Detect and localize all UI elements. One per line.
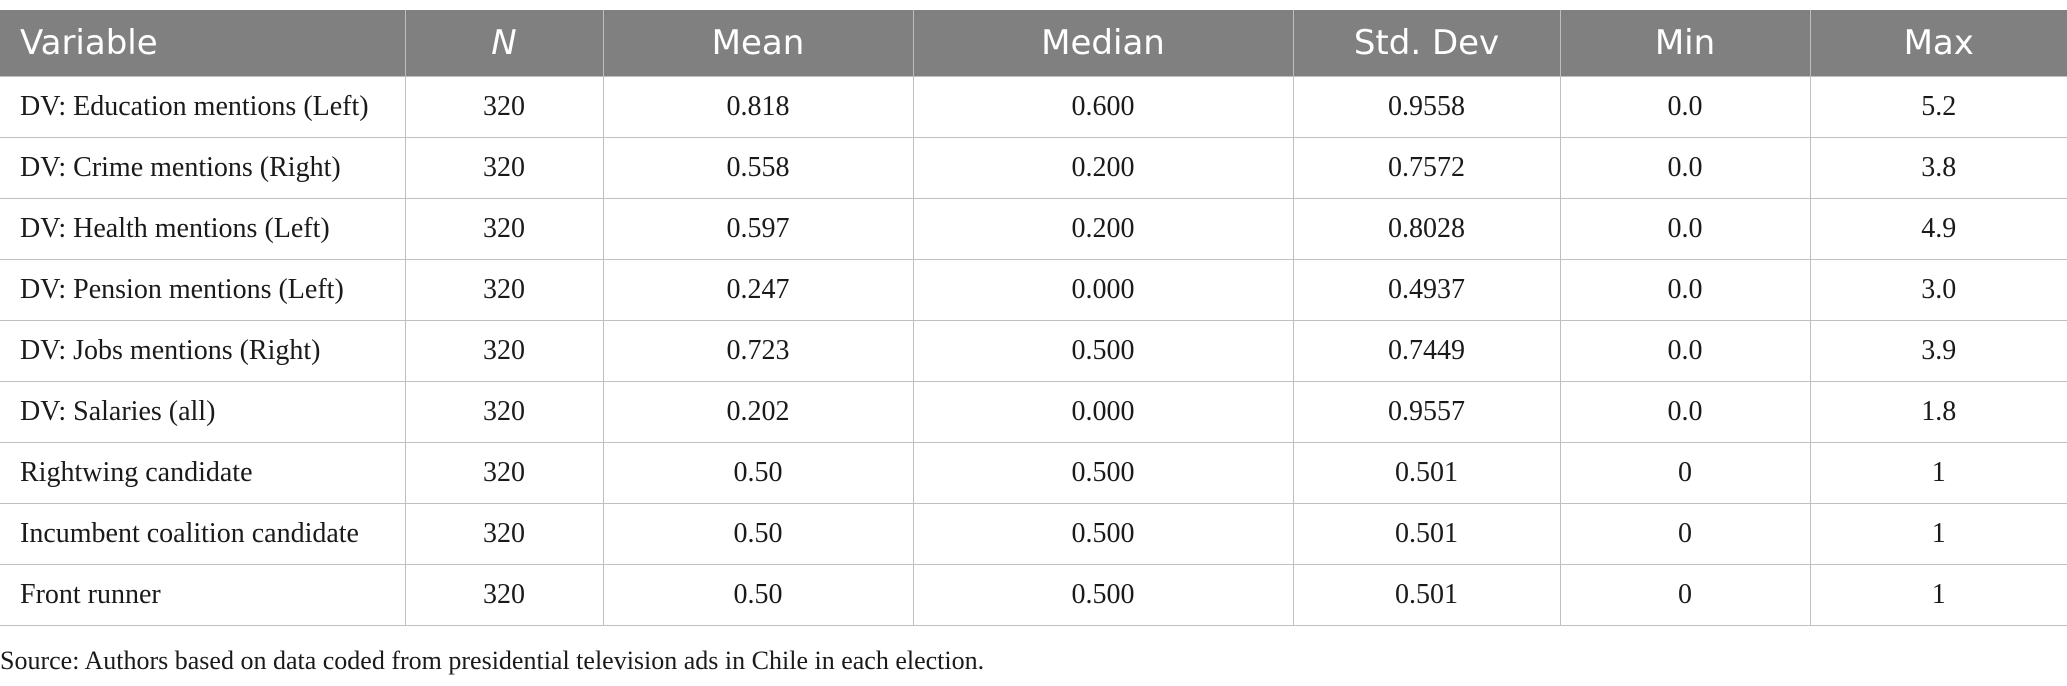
cell-min: 0.0 [1559, 137, 1811, 199]
cell-std-dev: 0.7572 [1292, 137, 1561, 199]
table-row: Incumbent coalition candidate 320 0.50 0.50… [0, 503, 2067, 565]
descriptive-stats-table: Variable N Mean Median Std. Dev Min Max … [0, 10, 2067, 626]
cell-min: 0.0 [1559, 259, 1811, 321]
cell-min: 0 [1559, 442, 1811, 504]
cell-min: 0 [1559, 503, 1811, 565]
cell-mean: 0.50 [602, 564, 914, 626]
cell-max: 5.2 [1809, 76, 2067, 138]
cell-mean: 0.202 [602, 381, 914, 443]
cell-n: 320 [404, 259, 604, 321]
cell-max: 3.0 [1809, 259, 2067, 321]
cell-variable: DV: Jobs mentions (Right) [0, 320, 406, 382]
cell-n: 320 [404, 442, 604, 504]
cell-max: 1 [1809, 442, 2067, 504]
header-std-dev: Std. Dev [1293, 10, 1561, 77]
cell-variable: DV: Education mentions (Left) [0, 76, 406, 138]
cell-mean: 0.597 [602, 198, 914, 260]
cell-min: 0.0 [1559, 381, 1811, 443]
cell-n: 320 [404, 198, 604, 260]
source-note: Source: Authors based on data coded from… [0, 646, 985, 675]
cell-variable: DV: Crime mentions (Right) [0, 137, 406, 199]
table-row: DV: Salaries (all) 320 0.202 0.000 0.9557 0.0… [0, 381, 2067, 443]
cell-n: 320 [404, 320, 604, 382]
cell-std-dev: 0.501 [1292, 442, 1561, 504]
header-mean: Mean [603, 10, 914, 77]
cell-mean: 0.723 [602, 320, 914, 382]
cell-min: 0 [1559, 564, 1811, 626]
cell-std-dev: 0.8028 [1292, 198, 1561, 260]
cell-median: 0.200 [912, 198, 1294, 260]
cell-mean: 0.247 [602, 259, 914, 321]
cell-min: 0.0 [1559, 320, 1811, 382]
cell-variable: DV: Pension mentions (Left) [0, 259, 406, 321]
cell-std-dev: 0.501 [1292, 564, 1561, 626]
cell-variable: DV: Health mentions (Left) [0, 198, 406, 260]
header-variable: Variable [0, 10, 406, 77]
cell-n: 320 [404, 137, 604, 199]
cell-std-dev: 0.9557 [1292, 381, 1561, 443]
cell-n: 320 [404, 381, 604, 443]
cell-variable: Rightwing candidate [0, 442, 406, 504]
table-row: Rightwing candidate 320 0.50 0.500 0.501 0 1 [0, 442, 2067, 504]
cell-median: 0.000 [912, 259, 1294, 321]
cell-std-dev: 0.501 [1292, 503, 1561, 565]
cell-max: 3.8 [1809, 137, 2067, 199]
table-body: DV: Education mentions (Left) 320 0.818 0.6… [0, 76, 2067, 626]
table-row: DV: Education mentions (Left) 320 0.818 0.6… [0, 76, 2067, 138]
header-min: Min [1560, 10, 1811, 77]
cell-n: 320 [404, 503, 604, 565]
cell-max: 4.9 [1809, 198, 2067, 260]
cell-median: 0.500 [912, 442, 1294, 504]
cell-max: 1 [1809, 564, 2067, 626]
cell-median: 0.500 [912, 503, 1294, 565]
cell-mean: 0.818 [602, 76, 914, 138]
cell-mean: 0.50 [602, 442, 914, 504]
cell-median: 0.000 [912, 381, 1294, 443]
cell-max: 1.8 [1809, 381, 2067, 443]
cell-variable: Front runner [0, 564, 406, 626]
cell-mean: 0.50 [602, 503, 914, 565]
cell-std-dev: 0.7449 [1292, 320, 1561, 382]
cell-variable: Incumbent coalition candidate [0, 503, 406, 565]
table-row: Front runner 320 0.50 0.500 0.501 0 1 [0, 564, 2067, 626]
table-row: DV: Crime mentions (Right) 320 0.558 0.200 0… [0, 137, 2067, 199]
cell-median: 0.600 [912, 76, 1294, 138]
cell-median: 0.500 [912, 320, 1294, 382]
cell-std-dev: 0.9558 [1292, 76, 1561, 138]
cell-n: 320 [404, 564, 604, 626]
table-row: DV: Pension mentions (Left) 320 0.247 0.000… [0, 259, 2067, 321]
cell-n: 320 [404, 76, 604, 138]
table-row: DV: Health mentions (Left) 320 0.597 0.200 0… [0, 198, 2067, 260]
descriptive-stats-table-container: Variable N Mean Median Std. Dev Min Max … [0, 10, 2067, 626]
cell-variable: DV: Salaries (all) [0, 381, 406, 443]
header-row: Variable N Mean Median Std. Dev Min Max [0, 10, 2067, 77]
cell-max: 3.9 [1809, 320, 2067, 382]
header-max: Max [1810, 10, 2067, 77]
cell-std-dev: 0.4937 [1292, 259, 1561, 321]
cell-min: 0.0 [1559, 76, 1811, 138]
cell-max: 1 [1809, 503, 2067, 565]
cell-median: 0.500 [912, 564, 1294, 626]
table-row: DV: Jobs mentions (Right) 320 0.723 0.500 0.… [0, 320, 2067, 382]
header-n: N [405, 10, 604, 77]
cell-min: 0.0 [1559, 198, 1811, 260]
cell-mean: 0.558 [602, 137, 914, 199]
header-median: Median [913, 10, 1294, 77]
cell-median: 0.200 [912, 137, 1294, 199]
